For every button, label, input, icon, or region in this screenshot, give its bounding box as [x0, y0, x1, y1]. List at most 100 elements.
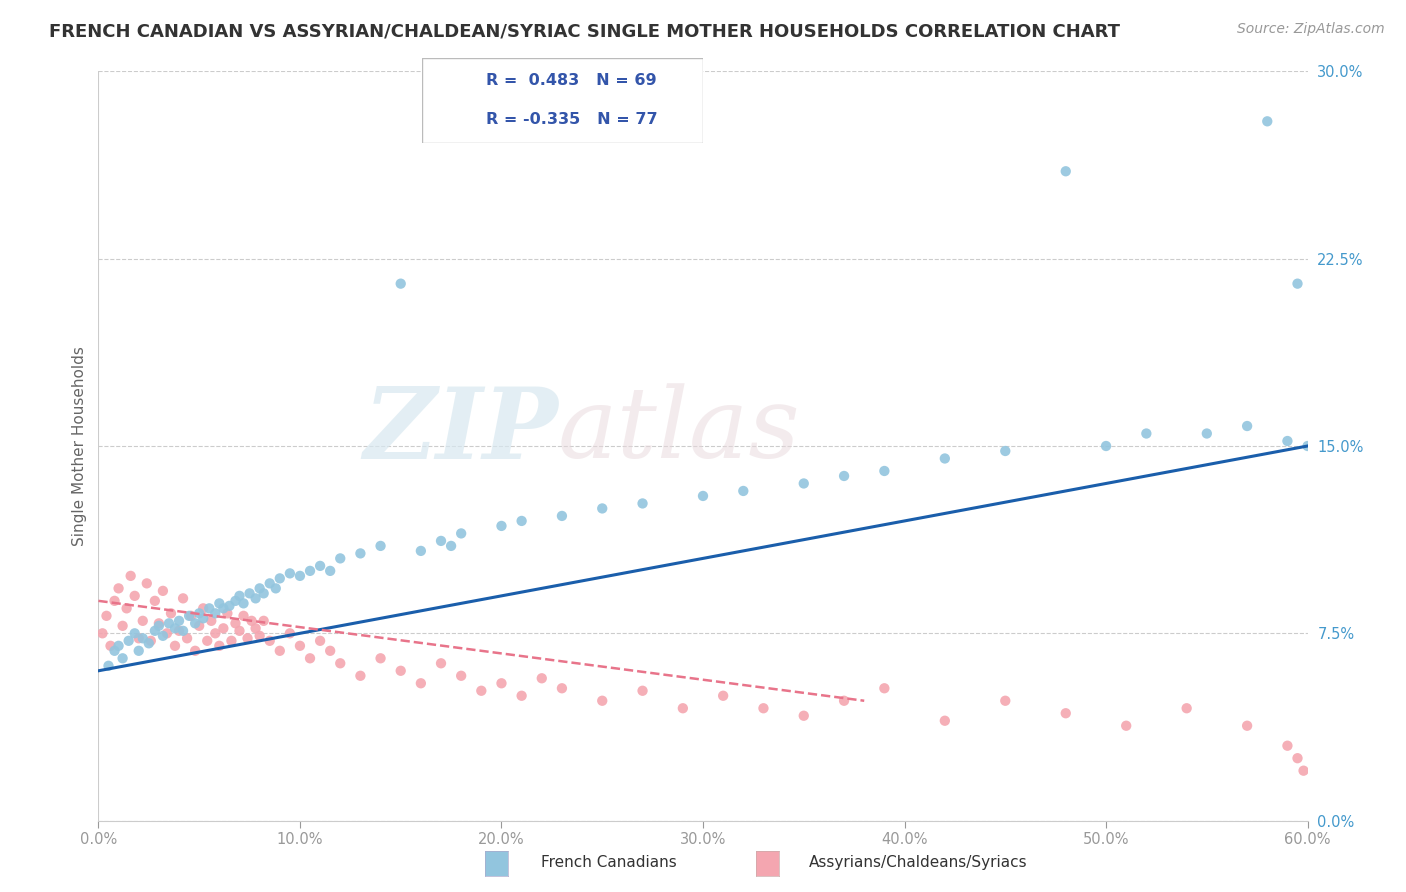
- Point: [934, 714, 956, 728]
- Point: [240, 614, 263, 628]
- Point: [188, 607, 211, 621]
- Point: [450, 669, 472, 683]
- Point: [148, 616, 170, 631]
- Point: [440, 539, 463, 553]
- Text: atlas: atlas: [558, 384, 800, 479]
- Point: [139, 633, 162, 648]
- Point: [184, 616, 207, 631]
- Point: [245, 621, 267, 635]
- Point: [510, 689, 533, 703]
- Point: [100, 639, 122, 653]
- Point: [319, 564, 342, 578]
- Point: [118, 633, 141, 648]
- Point: [143, 624, 166, 638]
- Point: [1236, 719, 1258, 733]
- Point: [245, 591, 267, 606]
- Point: [103, 594, 125, 608]
- Point: [752, 701, 775, 715]
- Point: [994, 694, 1017, 708]
- Point: [91, 626, 114, 640]
- Point: [167, 624, 190, 638]
- Point: [299, 564, 322, 578]
- Point: [163, 621, 186, 635]
- Point: [1195, 426, 1218, 441]
- Point: [278, 566, 301, 581]
- Point: [107, 582, 129, 596]
- Point: [491, 519, 513, 533]
- Point: [253, 614, 276, 628]
- Point: [132, 632, 155, 646]
- Point: [430, 533, 453, 548]
- Point: [152, 583, 174, 598]
- Point: [349, 669, 371, 683]
- Point: [994, 444, 1017, 458]
- Point: [111, 651, 134, 665]
- Point: [208, 596, 231, 610]
- FancyBboxPatch shape: [422, 58, 703, 143]
- Point: [97, 658, 120, 673]
- Point: [221, 633, 243, 648]
- Y-axis label: Single Mother Households: Single Mother Households: [72, 346, 87, 546]
- Point: [269, 644, 291, 658]
- Point: [224, 616, 246, 631]
- Point: [172, 624, 194, 638]
- Point: [733, 483, 755, 498]
- Point: [200, 614, 222, 628]
- Point: [491, 676, 513, 690]
- Point: [180, 608, 202, 623]
- Point: [1296, 439, 1319, 453]
- Point: [530, 671, 553, 685]
- Point: [236, 632, 259, 646]
- Point: [224, 594, 246, 608]
- Text: Assyrians/Chaldeans/Syriacs: Assyrians/Chaldeans/Syriacs: [808, 855, 1026, 870]
- Point: [218, 599, 240, 613]
- Point: [1292, 764, 1315, 778]
- Point: [204, 626, 226, 640]
- Point: [172, 591, 194, 606]
- Point: [212, 601, 235, 615]
- Point: [389, 664, 412, 678]
- Point: [1175, 701, 1198, 715]
- Point: [148, 619, 170, 633]
- Point: [1054, 164, 1077, 178]
- Point: [329, 657, 352, 671]
- Point: [450, 526, 472, 541]
- Point: [269, 571, 291, 585]
- Point: [672, 701, 695, 715]
- Point: [631, 496, 654, 510]
- Point: [873, 681, 896, 696]
- Text: R = -0.335   N = 77: R = -0.335 N = 77: [486, 112, 658, 128]
- Point: [249, 629, 271, 643]
- Point: [157, 616, 180, 631]
- Point: [1054, 706, 1077, 721]
- Point: [128, 632, 150, 646]
- Point: [591, 694, 613, 708]
- Point: [329, 551, 352, 566]
- Point: [184, 644, 207, 658]
- Point: [204, 607, 226, 621]
- Point: [1286, 751, 1309, 765]
- Point: [212, 621, 235, 635]
- Point: [176, 632, 198, 646]
- Point: [115, 601, 138, 615]
- Point: [253, 586, 276, 600]
- Point: [510, 514, 533, 528]
- Point: [124, 626, 146, 640]
- Point: [711, 689, 734, 703]
- Point: [934, 451, 956, 466]
- Point: [832, 469, 855, 483]
- Point: [631, 683, 654, 698]
- Point: [1256, 114, 1278, 128]
- Point: [132, 614, 155, 628]
- Point: [470, 683, 492, 698]
- Point: [793, 708, 815, 723]
- Point: [107, 639, 129, 653]
- Point: [299, 651, 322, 665]
- Point: [193, 601, 215, 615]
- Point: [1236, 419, 1258, 434]
- Point: [1277, 434, 1299, 448]
- Point: [179, 608, 201, 623]
- Point: [228, 624, 250, 638]
- Point: [232, 596, 254, 610]
- Text: Source: ZipAtlas.com: Source: ZipAtlas.com: [1237, 22, 1385, 37]
